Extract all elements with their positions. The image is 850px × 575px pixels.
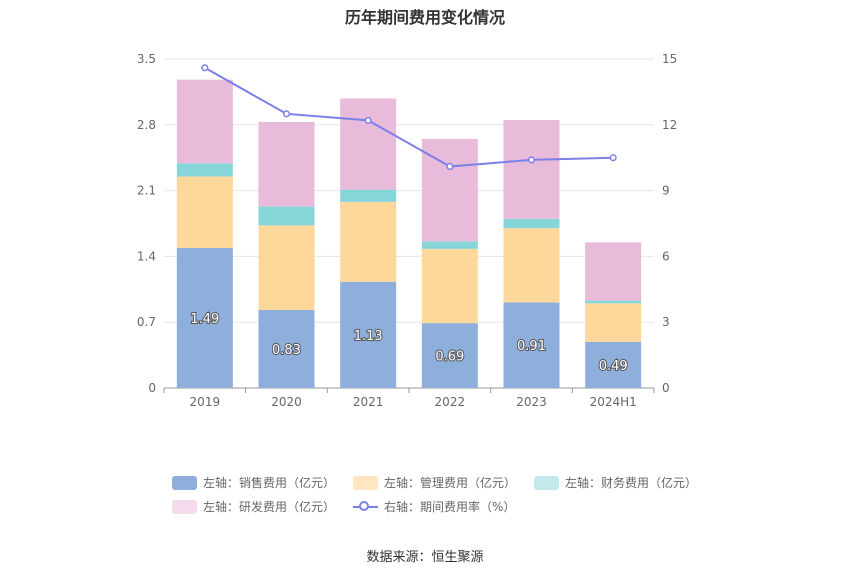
bar-segment-sales [503,302,560,388]
x-tick-label: 2021 [353,395,384,409]
bar-segment-admin [340,201,397,282]
right-tick-label: 0 [662,381,670,395]
bar-segment-finance [503,218,560,229]
bar-segment-admin [421,248,478,324]
legend-label-rnd: 左轴：研发费用（亿元） [203,500,336,514]
rate-point [364,116,372,124]
legend-swatch-admin [353,475,379,490]
legend-label-finance: 左轴：财务费用（亿元） [565,476,698,490]
bar-segment-finance [176,163,233,177]
rate-point [282,110,291,118]
legend-item-rnd[interactable]: 左轴：研发费用（亿元） [172,498,335,515]
bar-segment-admin [258,225,315,310]
legend-item-admin[interactable]: 左轴：管理费用（亿元） [353,474,516,491]
data-label: 1.49 [190,312,219,327]
right-tick-label: 9 [662,184,670,198]
bar-segment-rnd [176,79,233,164]
right-tick-label: 15 [662,52,677,66]
x-tick-label: 2022 [435,395,466,409]
left-tick-label: 3.5 [137,52,156,66]
legend-row-2: 左轴：研发费用（亿元） 右轴：期间费用率（%） [172,498,533,515]
bar-segment-sales [421,323,478,388]
bar-segment-sales [340,281,397,388]
legend-row-1: 左轴：销售费用（亿元） 左轴：管理费用（亿元） 左轴：财务费用（亿元） [172,474,715,491]
right-tick-label: 3 [662,315,670,329]
bar-segment-finance [340,189,397,202]
rate-point [527,156,536,164]
legend-label-admin: 左轴：管理费用（亿元） [384,476,517,490]
bar-segment-rnd [258,121,315,207]
bar-segment-rnd [340,98,397,190]
left-tick-label: 1.4 [137,249,156,263]
data-source: 数据来源：恒生聚源 [366,550,484,565]
legend-item-rate[interactable]: 右轴：期间费用率（%） [353,498,515,515]
data-label: 0.91 [517,339,546,354]
x-tick-label: 2019 [190,395,221,409]
x-tick-label: 2020 [271,395,302,409]
left-tick-label: 0 [148,381,156,395]
left-tick-label: 2.8 [137,118,156,132]
right-tick-label: 6 [662,249,670,263]
data-label: 0.83 [272,343,301,358]
bar-segment-finance [585,300,642,304]
bar-segment-finance [421,241,478,249]
bar-segment-rnd [503,120,560,219]
left-tick-label: 0.7 [137,315,156,329]
chart-title: 历年期间费用变化情况 [344,8,505,27]
legend-swatch-rate [353,500,379,514]
x-tick-label: 2024H1 [590,395,637,409]
legend-swatch-rnd [172,499,197,514]
legend-swatch-finance [534,475,560,490]
bar-segment-sales [176,247,233,388]
legend-item-sales[interactable]: 左轴：销售费用（亿元） [172,474,335,491]
rate-point [446,162,454,171]
bar-segment-rnd [585,242,642,301]
bar-segment-sales [585,341,642,388]
data-label: 1.13 [354,329,383,344]
rate-line [204,66,614,168]
right-tick-label: 12 [662,118,677,132]
chart-canvas: 0 0 0.7 3 1.4 6 2.1 9 2.8 12 3.5 15 2019 1.49 2020 0.83… [137,52,677,409]
x-tick-label: 2023 [516,395,547,409]
rate-point [609,154,617,162]
bar-segment-admin [176,176,233,248]
bar-segment-rnd [421,138,478,242]
legend-label-rate: 右轴：期间费用率（%） [384,500,516,514]
legend-item-finance[interactable]: 左轴：财务费用（亿元） [534,474,697,491]
legend-label-sales: 左轴：销售费用（亿元） [203,476,336,490]
bar-segment-finance [258,206,315,226]
bar-segment-admin [503,228,560,303]
data-label: 0.49 [599,359,628,374]
bar-segment-admin [585,303,642,342]
left-tick-label: 2.1 [137,184,156,198]
legend-swatch-sales [172,475,197,490]
rate-point [201,64,209,72]
bar-segment-sales [258,309,315,388]
data-label: 0.69 [435,350,464,365]
